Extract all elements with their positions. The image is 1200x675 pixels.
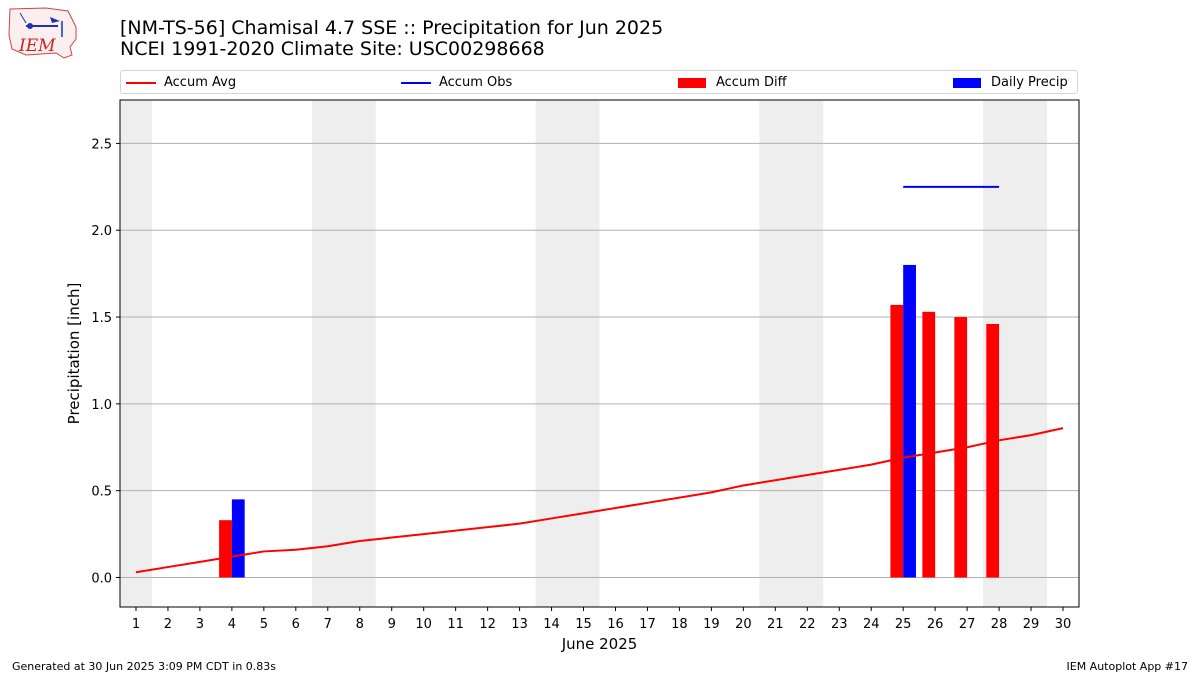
x-tick-label: 25 [895, 617, 912, 632]
x-tick-label: 3 [196, 617, 204, 632]
y-tick-label: 1.0 [91, 398, 112, 413]
legend-label: Accum Diff [716, 75, 787, 90]
iem-logo: IEM [8, 7, 77, 59]
x-tick-label: 11 [447, 617, 464, 632]
x-tick-label: 30 [1055, 617, 1072, 632]
x-tick-label: 1 [132, 617, 140, 632]
chart-title: [NM-TS-56] Chamisal 4.7 SSE :: Precipita… [120, 18, 663, 60]
x-tick-label: 18 [671, 617, 688, 632]
x-tick-label: 23 [831, 617, 848, 632]
y-tick-label: 0.5 [91, 485, 112, 500]
y-axis-label: Precipitation [inch] [65, 283, 83, 425]
x-tick-label: 26 [927, 617, 944, 632]
x-tick-label: 21 [767, 617, 784, 632]
legend: Accum Avg Accum Obs Accum Diff Daily Pre… [120, 70, 1078, 94]
accum-avg-line [135, 427, 1064, 574]
legend-swatch-accum-avg [126, 81, 156, 84]
x-tick-label: 19 [703, 617, 720, 632]
legend-swatch-accum-diff [678, 77, 706, 88]
legend-item-accum-avg: Accum Avg [126, 74, 236, 92]
footer-app: IEM Autoplot App #17 [1066, 660, 1189, 673]
legend-item-accum-diff: Accum Diff [678, 74, 787, 92]
x-tick-label: 8 [356, 617, 364, 632]
legend-label: Daily Precip [991, 75, 1068, 90]
logo-text: IEM [18, 36, 56, 56]
title-line-1: [NM-TS-56] Chamisal 4.7 SSE :: Precipita… [120, 17, 664, 39]
y-tick-label: 0.0 [91, 571, 112, 586]
legend-label: Accum Avg [164, 75, 237, 90]
x-tick-label: 10 [415, 617, 432, 632]
x-tick-label: 14 [543, 617, 560, 632]
weekend-shade-3 [759, 100, 824, 607]
accum-diff-bar [986, 323, 1000, 578]
x-tick-label: 9 [388, 617, 396, 632]
x-tick-label: 17 [639, 617, 656, 632]
legend-swatch-accum-obs [401, 81, 431, 84]
x-tick-label: 20 [735, 617, 752, 632]
x-tick-label: 24 [863, 617, 880, 632]
x-tick-label: 22 [799, 617, 816, 632]
legend-swatch-daily-precip [953, 77, 981, 88]
weekend-shade-2 [535, 100, 600, 607]
x-axis-label: June 2025 [561, 635, 638, 653]
legend-item-accum-obs: Accum Obs [401, 74, 512, 92]
x-tick-label: 12 [479, 617, 496, 632]
x-tick-label: 5 [260, 617, 268, 632]
x-tick-label: 6 [292, 617, 300, 632]
x-tick-label: 16 [607, 617, 624, 632]
accum-diff-bar [954, 317, 968, 578]
x-tick-label: 13 [511, 617, 528, 632]
x-tick-label: 27 [959, 617, 976, 632]
x-tick-label: 15 [575, 617, 592, 632]
accum-diff-bar [890, 304, 904, 578]
x-tick-label: 7 [324, 617, 332, 632]
weekend-shade-0 [120, 100, 152, 607]
accum-diff-bar [922, 311, 936, 578]
daily-precip-bar [231, 499, 245, 578]
accum-diff-bar [219, 520, 232, 578]
x-tick-label: 2 [164, 617, 172, 632]
weekend-shade-1 [311, 100, 376, 607]
legend-item-daily-precip: Daily Precip [953, 74, 1068, 92]
daily-precip-bar [903, 264, 916, 578]
x-tick-label: 4 [228, 617, 236, 632]
title-line-2: NCEI 1991-2020 Climate Site: USC00298668 [120, 38, 545, 60]
y-tick-label: 2.5 [91, 137, 112, 152]
footer-generated: Generated at 30 Jun 2025 3:09 PM CDT in … [12, 660, 277, 673]
x-tick-label: 29 [1023, 617, 1040, 632]
y-tick-label: 1.5 [91, 311, 112, 326]
legend-label: Accum Obs [439, 75, 513, 90]
x-tick-label: 28 [991, 617, 1008, 632]
y-tick-label: 2.0 [91, 224, 112, 239]
plot-frame [119, 99, 1080, 608]
